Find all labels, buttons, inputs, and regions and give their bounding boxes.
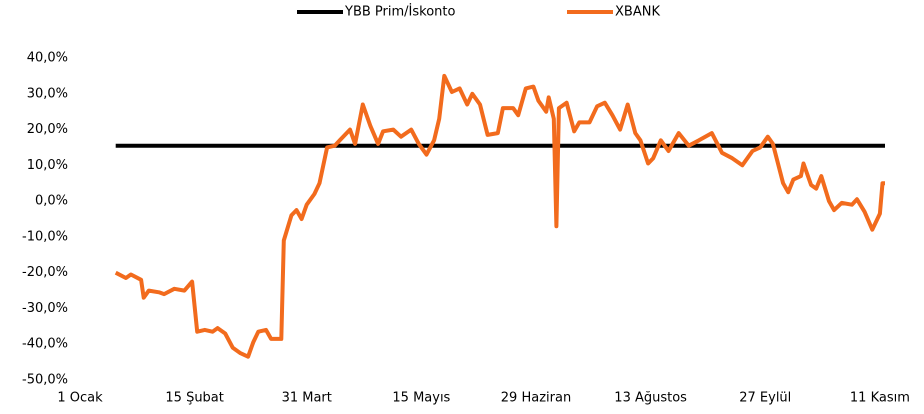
- x-tick-label: 31 Mart: [282, 391, 332, 406]
- x-tick-label: 29 Haziran: [501, 391, 571, 406]
- y-tick-label: 0,0%: [35, 194, 68, 209]
- x-tick-label: 15 Mayıs: [392, 391, 450, 406]
- y-tick-label: -40,0%: [22, 337, 68, 352]
- x-tick-label: 1 Ocak: [57, 391, 103, 406]
- y-tick-label: 20,0%: [27, 122, 68, 137]
- y-tick-label: -20,0%: [22, 265, 68, 280]
- y-tick-label: -30,0%: [22, 301, 68, 316]
- y-tick-label: 10,0%: [27, 158, 68, 173]
- x-tick-label: 15 Şubat: [165, 391, 223, 406]
- y-tick-label: -10,0%: [22, 229, 68, 244]
- y-tick-label: 30,0%: [27, 86, 68, 101]
- legend-label: XBANK: [615, 5, 660, 20]
- x-tick-label: 13 Ağustos: [614, 391, 687, 406]
- y-tick-label: -50,0%: [22, 373, 68, 388]
- legend-label: YBB Prim/İskonto: [344, 4, 455, 20]
- y-tick-label: 40,0%: [27, 51, 68, 66]
- x-tick-label: 27 Eylül: [739, 391, 791, 406]
- series-line: [114, 73, 885, 359]
- x-tick-label: 11 Kasım: [850, 391, 910, 406]
